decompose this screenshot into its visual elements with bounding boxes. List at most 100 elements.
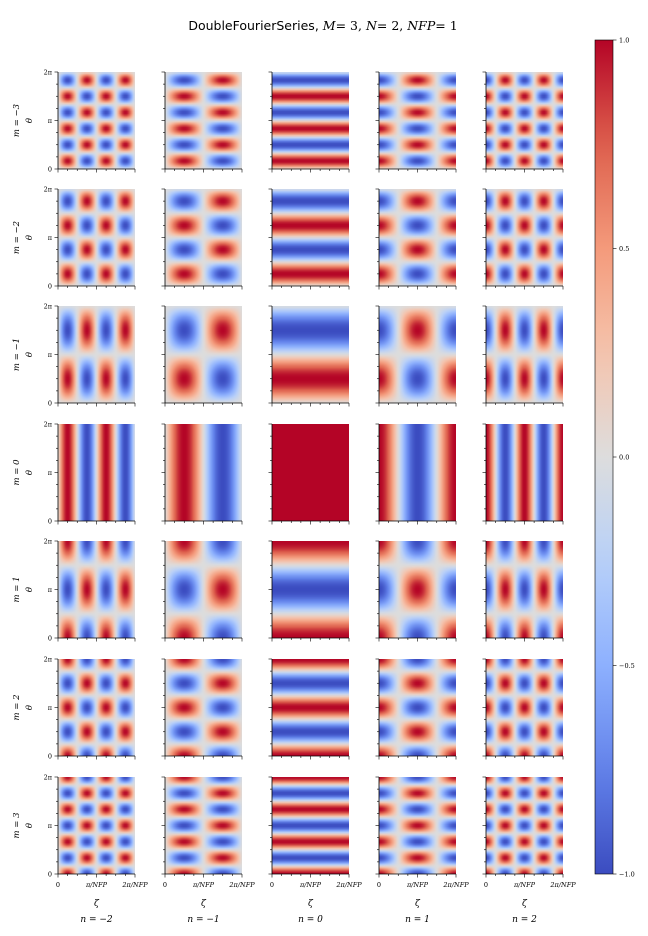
y-tick-label: π <box>48 234 53 242</box>
heatmap-panel-m0-n-1 <box>165 424 242 521</box>
y-tick-label: 2π <box>44 774 53 782</box>
heatmap-panel-m2-n2 <box>486 659 563 756</box>
x-tick-label: 2π/NFP <box>121 881 148 889</box>
y-tick-label: 0 <box>48 871 52 879</box>
heatmap-panel-m-2-n-2 <box>58 189 135 286</box>
x-tick-label: π/NFP <box>513 881 536 889</box>
heatmap-panel-m-1-n-2 <box>58 306 135 403</box>
heatmap-panel-m3-n1 <box>379 777 456 874</box>
y-tick-label: π <box>48 469 53 477</box>
y-tick-label: 0 <box>48 166 52 174</box>
heatmap-panel-m2-n-1 <box>165 659 242 756</box>
title-m-value: = 3, <box>336 18 366 33</box>
heatmap-panel-m-2-n-1 <box>165 189 242 286</box>
title-name: DoubleFourierSeries, <box>188 18 322 33</box>
heatmap-panel-m-3-n-1 <box>165 72 242 169</box>
y-tick-label: 0 <box>48 753 52 761</box>
y-tick-label: 2π <box>44 656 53 664</box>
heatmap-panel-m-1-n0 <box>272 306 349 403</box>
y-tick-label: 2π <box>44 186 53 194</box>
heatmap-panel-m0-n0 <box>272 424 349 521</box>
row-label-m2: m = 2 <box>12 695 22 721</box>
title-nfp-label: NFP <box>406 18 436 33</box>
x-axis-label: ζ <box>522 899 528 909</box>
x-tick-label: 2π/NFP <box>335 881 362 889</box>
heatmap-panel-m-3-n2 <box>486 72 563 169</box>
heatmap-panel-m2-n-2 <box>58 659 135 756</box>
heatmap-panel-m0-n2 <box>486 424 563 521</box>
row-label-m-3: m = −3 <box>12 104 22 137</box>
title-n-label: N <box>365 18 378 33</box>
y-tick-label: 0 <box>48 400 52 408</box>
row-label-m0: m = 0 <box>12 459 22 486</box>
y-axis-label: θ <box>25 118 35 123</box>
x-tick-label: 2π/NFP <box>228 881 255 889</box>
heatmap-panel-m1-n-1 <box>165 541 242 638</box>
title-nfp-value: = 1 <box>435 18 457 33</box>
y-tick-label: π <box>48 822 53 830</box>
col-label-n-2: n = −2 <box>80 915 113 925</box>
heatmap-panel-m3-n-1 <box>165 777 242 874</box>
y-axis-label: θ <box>25 823 35 828</box>
heatmap-panel-m1-n1 <box>379 541 456 638</box>
heatmap-panel-m-1-n1 <box>379 306 456 403</box>
x-tick-label: 2π/NFP <box>549 881 576 889</box>
x-axis-label: ζ <box>415 899 421 909</box>
x-tick-label: 0 <box>56 881 60 889</box>
x-axis-label: ζ <box>308 899 314 909</box>
title-m-label: M <box>322 18 337 33</box>
heatmap-panel-m-3-n1 <box>379 72 456 169</box>
heatmap-panel-m1-n-2 <box>58 541 135 638</box>
title-n-value: = 2, <box>377 18 407 33</box>
x-tick-label: π/NFP <box>85 881 108 889</box>
col-label-n1: n = 1 <box>405 915 430 925</box>
y-axis-label: θ <box>25 587 35 592</box>
heatmap-panel-m-3-n0 <box>272 72 349 169</box>
figure-title: DoubleFourierSeries, M= 3, N= 2, NFP= 1 <box>188 18 457 33</box>
row-label-m1: m = 1 <box>12 577 22 603</box>
heatmap-panel-m-3-n-2 <box>58 72 135 169</box>
heatmap-panel-m3-n2 <box>486 777 563 874</box>
heatmap-panel-m2-n0 <box>272 659 349 756</box>
heatmap-panel-m2-n1 <box>379 659 456 756</box>
row-label-m-1: m = −1 <box>12 338 22 371</box>
heatmap-panel-m-2-n2 <box>486 189 563 286</box>
heatmap-panel-m-2-n0 <box>272 189 349 286</box>
row-label-m-2: m = −2 <box>12 221 22 254</box>
colorbar-tick-label: −1.0 <box>619 871 635 879</box>
heatmap-panel-m1-n0 <box>272 541 349 638</box>
heatmap-panel-m1-n2 <box>486 541 563 638</box>
x-tick-label: 0 <box>377 881 381 889</box>
colorbar: −1.0 −0.5 0.0 0.5 1.0 <box>594 37 635 879</box>
row-label-m3: m = 3 <box>12 813 22 839</box>
x-tick-label: 0 <box>163 881 167 889</box>
y-tick-label: 0 <box>48 283 52 291</box>
x-axis-label: ζ <box>94 899 100 909</box>
y-tick-label: π <box>48 351 53 359</box>
colorbar-gradient <box>594 39 614 875</box>
x-tick-label: 0 <box>270 881 274 889</box>
heatmap-panel-m-1-n-1 <box>165 306 242 403</box>
y-tick-label: 2π <box>44 538 53 546</box>
heatmap-panel-m0-n1 <box>379 424 456 521</box>
y-axis-label: θ <box>25 235 35 240</box>
y-tick-label: 2π <box>44 303 53 311</box>
colorbar-tick-label: 0.5 <box>619 245 629 253</box>
colorbar-tick-label: 0.0 <box>619 454 629 462</box>
x-tick-label: π/NFP <box>192 881 215 889</box>
x-tick-label: 0 <box>484 881 488 889</box>
y-tick-label: 2π <box>44 421 53 429</box>
y-axis-label: θ <box>25 470 35 475</box>
col-label-n0: n = 0 <box>298 915 323 925</box>
y-tick-label: π <box>48 586 53 594</box>
x-tick-label: π/NFP <box>299 881 322 889</box>
heatmap-panel-m3-n0 <box>272 777 349 874</box>
colorbar-tick-label: −0.5 <box>619 662 635 670</box>
heatmap-panel-m0-n-2 <box>58 424 135 521</box>
x-axis-label: ζ <box>201 899 207 909</box>
x-tick-label: 2π/NFP <box>442 881 469 889</box>
heatmap-panel-m3-n-2 <box>58 777 135 874</box>
heatmap-panel-m-1-n2 <box>486 306 563 403</box>
